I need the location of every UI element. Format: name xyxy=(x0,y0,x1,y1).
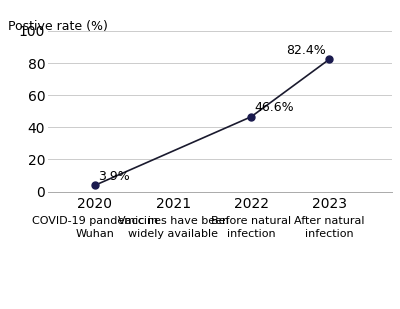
Text: Postive rate (%): Postive rate (%) xyxy=(8,20,108,33)
Text: 46.6%: 46.6% xyxy=(254,101,294,114)
Text: Before natural
infection: Before natural infection xyxy=(211,216,291,239)
Text: Vaccines have been
widely available: Vaccines have been widely available xyxy=(118,216,229,239)
Text: 3.9%: 3.9% xyxy=(98,170,130,183)
Text: After natural
infection: After natural infection xyxy=(294,216,365,239)
Text: 82.4%: 82.4% xyxy=(286,44,326,57)
Text: COVID-19 pandemic in
Wuhan: COVID-19 pandemic in Wuhan xyxy=(32,216,158,239)
